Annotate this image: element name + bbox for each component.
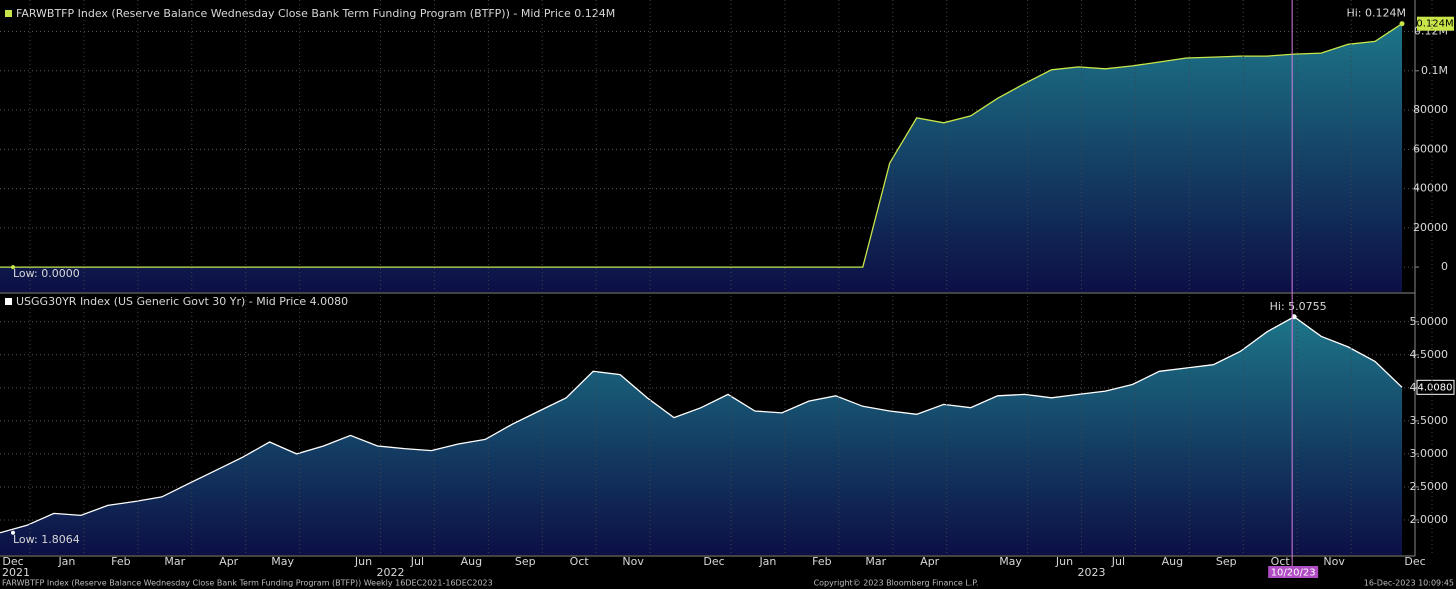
x-tick-label: May <box>999 555 1022 568</box>
x-tick-label: Sep <box>1216 555 1237 568</box>
y-tick-label: 3.5000 <box>1410 414 1449 427</box>
x-tick-label: Jun <box>354 555 372 568</box>
panel-title: FARWBTFP Index (Reserve Balance Wednesda… <box>16 7 615 20</box>
last-price-label: 0.124M <box>1416 19 1453 30</box>
y-tick-label: 2.5000 <box>1410 480 1449 493</box>
low-label: Low: 0.0000 <box>13 267 80 280</box>
x-tick-label: Jun <box>1055 555 1073 568</box>
area-fill <box>0 23 1402 292</box>
line <box>0 23 1403 268</box>
x-tick-label: Aug <box>461 555 482 568</box>
last-price-box <box>1417 16 1454 31</box>
x-tick-label: Apr <box>219 555 239 568</box>
x-year-label: 2021 <box>2 566 30 579</box>
x-tick-label: Dec <box>2 555 23 568</box>
cursor-box <box>1268 566 1319 578</box>
hi-point <box>1399 21 1405 27</box>
y-tick-label: 0 <box>1441 260 1448 273</box>
x-tick-label: Nov <box>1323 555 1345 568</box>
y-tick-label: 20000 <box>1413 221 1448 234</box>
y-tick-label: 2.0000 <box>1410 513 1449 526</box>
x-tick-label: Jul <box>1111 555 1125 568</box>
low-point <box>11 530 15 535</box>
low-point <box>11 265 15 270</box>
y-tick-label: 0.1M <box>1421 64 1448 77</box>
last-price-label: 4.0080 <box>1418 382 1453 393</box>
x-tick-label: Dec <box>703 555 724 568</box>
last-price-box <box>1416 379 1455 395</box>
y-tick-label: 4.5000 <box>1410 348 1449 361</box>
x-tick-label: Oct <box>1271 555 1291 568</box>
y-tick-label: 80000 <box>1413 103 1448 116</box>
x-tick-label: Aug <box>1162 555 1183 568</box>
cursor-label: 10/20/23 <box>1271 568 1316 579</box>
x-tick-label: Sep <box>515 555 536 568</box>
x-tick-label: Nov <box>622 555 644 568</box>
hi-label: Hi: 0.124M <box>1346 7 1406 20</box>
footer-center: Copyright© 2023 Bloomberg Finance L.P. <box>814 579 979 588</box>
low-label: Low: 1.8064 <box>13 533 80 546</box>
x-tick-label: Dec <box>1404 555 1425 568</box>
x-tick-label: Jan <box>758 555 776 568</box>
hi-label: Hi: 5.0755 <box>1270 300 1327 313</box>
footer-right: 16-Dec-2023 10:09:45 <box>1364 579 1454 588</box>
hi-point <box>1291 314 1297 320</box>
x-tick-label: Feb <box>111 555 130 568</box>
x-tick-label: Apr <box>920 555 940 568</box>
x-tick-label: Feb <box>812 555 831 568</box>
y-tick-label: 3.0000 <box>1410 447 1449 460</box>
y-tick-label: 40000 <box>1413 182 1448 195</box>
panel-title: USGG30YR Index (US Generic Govt 30 Yr) -… <box>16 295 348 308</box>
y-tick-label: 5.0000 <box>1410 315 1449 328</box>
x-tick-label: Mar <box>865 555 886 568</box>
x-tick-label: May <box>271 555 294 568</box>
area-fill <box>0 316 1402 555</box>
legend-marker <box>5 298 12 305</box>
x-year-label: 2023 <box>1077 566 1105 579</box>
legend-marker <box>5 10 12 17</box>
x-tick-label: Oct <box>570 555 590 568</box>
x-year-label: 2022 <box>376 566 404 579</box>
line <box>0 316 1403 534</box>
x-tick-label: Jan <box>57 555 75 568</box>
y-tick-label: 60000 <box>1413 142 1448 155</box>
x-tick-label: Mar <box>164 555 185 568</box>
x-tick-label: Jul <box>410 555 424 568</box>
footer-left: FARWBTFP Index (Reserve Balance Wednesda… <box>2 579 493 588</box>
